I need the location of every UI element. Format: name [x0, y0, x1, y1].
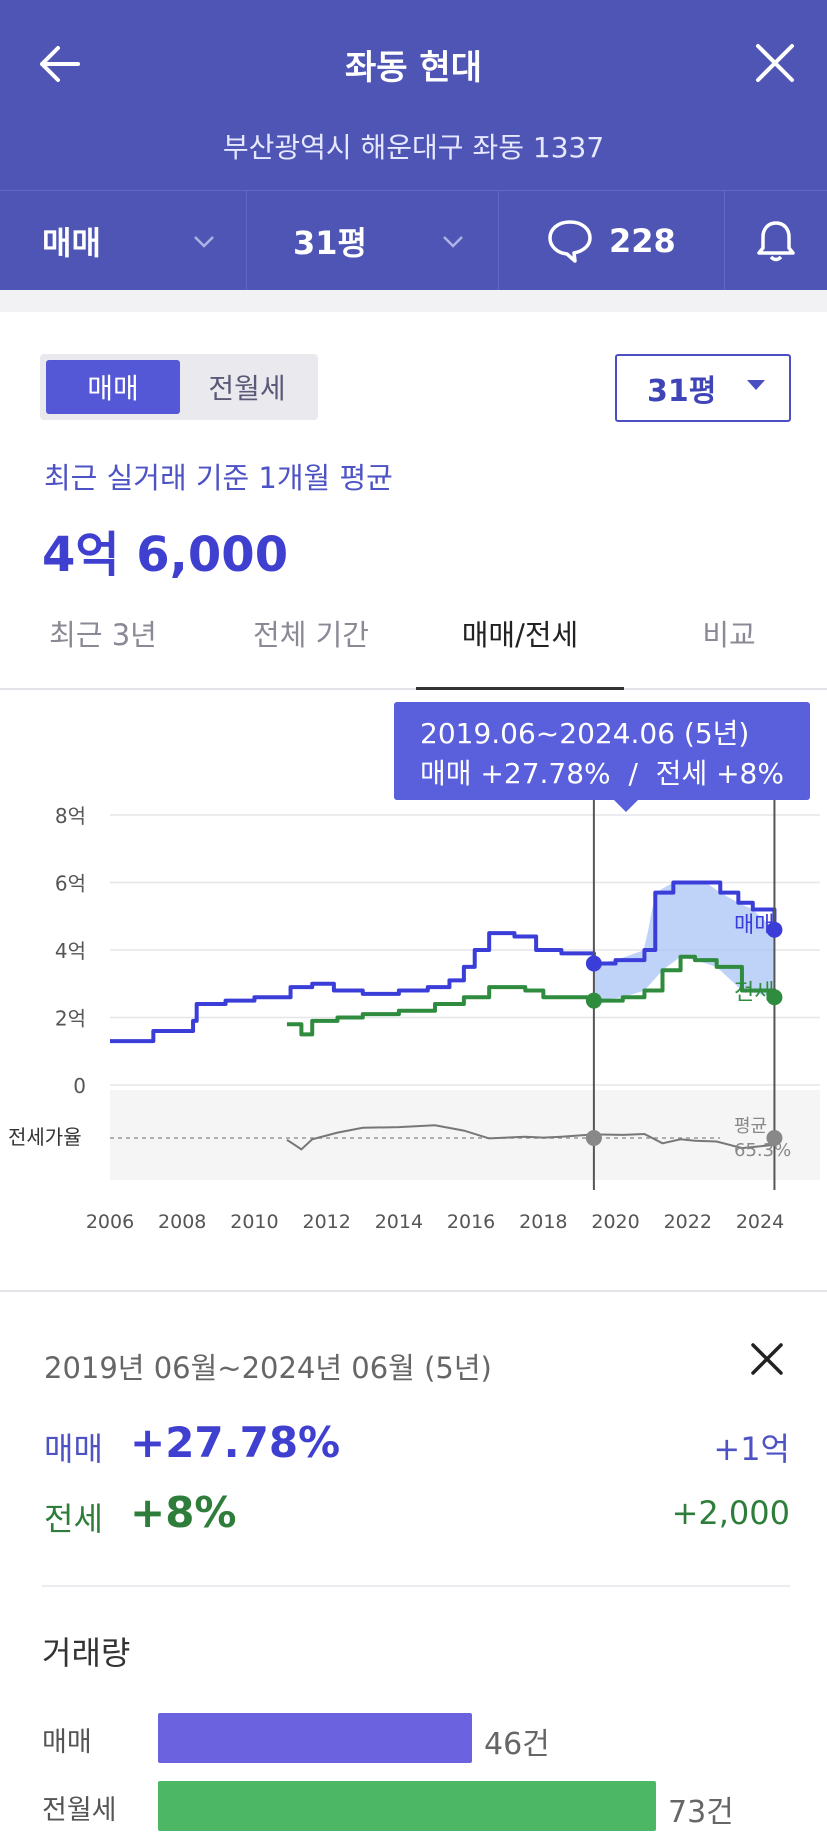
sale-label: 매매: [44, 1430, 103, 1468]
x-tick-label: 2012: [302, 1211, 350, 1233]
jeonse-label: 전세: [44, 1500, 103, 1538]
y-tick-label: 4억: [55, 939, 86, 963]
page-title: 좌동 현대: [345, 48, 482, 88]
bell-icon: [757, 221, 795, 262]
deal-toggle: 매매 전월세: [40, 354, 318, 420]
sale-point-marker: [766, 921, 783, 938]
size-dropdown[interactable]: 31평: [615, 354, 791, 422]
filter-bar: 매매 31평 228: [0, 190, 827, 291]
sale-pct: +27.78%: [130, 1418, 341, 1467]
series-line-jeonse: [286, 954, 777, 1037]
x-tick-label: 2022: [664, 1211, 712, 1233]
x-tick-label: 2020: [591, 1211, 639, 1233]
tab-all-period[interactable]: 전체 기간: [253, 618, 369, 652]
tab-compare[interactable]: 비교: [702, 618, 756, 652]
x-tick-label: 2014: [375, 1211, 423, 1233]
size-dropdown-value: 31평: [647, 374, 717, 409]
volume-count-rent: 73건: [668, 1795, 734, 1830]
close-button[interactable]: [752, 40, 802, 86]
tab-sale-jeonse[interactable]: 매매/전세: [416, 612, 624, 690]
jeonse-point-marker: [766, 989, 783, 1006]
jeonse-point-marker: [585, 992, 602, 1009]
series-label-sale: 매매: [734, 913, 774, 938]
period-tabs: 최근 3년 전체 기간 매매/전세 비교: [0, 600, 827, 690]
y-tick-label: 6억: [55, 872, 86, 896]
volume-bar-rent: [158, 1781, 656, 1831]
toggle-sale[interactable]: 매매: [46, 360, 180, 414]
chevron-down-icon: [443, 236, 463, 248]
jeonse-delta: +2,000: [671, 1494, 790, 1532]
series-line-sale: [110, 880, 777, 1044]
section-gap: [0, 290, 827, 312]
avg-price: 4억 6,000: [42, 527, 289, 583]
x-tick-label: 2018: [519, 1211, 567, 1233]
x-tick-label: 2024: [736, 1211, 784, 1233]
deal-type-label: 매매: [42, 224, 101, 262]
x-tick-label: 2016: [447, 1211, 495, 1233]
volume-label-rent: 전월세: [42, 1795, 117, 1826]
caret-down-icon: [747, 380, 765, 390]
avg-caption: 최근 실거래 기준 1개월 평균: [44, 461, 393, 495]
sale-delta: +1억: [713, 1430, 790, 1468]
tab-recent-3y[interactable]: 최근 3년: [49, 618, 157, 652]
close-icon: [751, 1343, 783, 1375]
series-label-jeonse: 전세: [734, 980, 774, 1005]
address: 부산광역시 해운대구 좌동 1337: [222, 131, 605, 164]
ratio-avg-value: 65.3%: [734, 1140, 791, 1161]
app-header: 좌동 현대 부산광역시 해운대구 좌동 1337 매매 31평 228: [0, 0, 827, 291]
chart-svg: 8억 6억 4억 2억 0 2006 2008 2010 2012 2014 2016 2018 20…: [8, 800, 820, 1233]
x-tick-label: 2010: [230, 1211, 278, 1233]
range-tooltip: 2019.06~2024.06 (5년) 매매 +27.78% / 전세 +8%: [394, 702, 810, 812]
volume-count-sale: 46건: [484, 1727, 550, 1762]
ratio-point-marker: [766, 1130, 783, 1146]
ratio-label: 전세가율: [8, 1125, 82, 1149]
speech-bubble-icon: [548, 220, 592, 263]
chevron-down-icon: [194, 236, 214, 248]
x-tick-label: 2008: [158, 1211, 206, 1233]
summary-range: 2019년 06월~2024년 06월 (5년): [44, 1351, 492, 1385]
size-filter-select[interactable]: 31평: [247, 191, 499, 291]
volume-title: 거래량: [42, 1634, 131, 1672]
volume-bar-sale: [158, 1713, 472, 1763]
notification-button[interactable]: [725, 191, 827, 291]
ratio-point-marker: [585, 1130, 602, 1146]
comments-button[interactable]: 228: [499, 191, 725, 291]
sale-point-marker: [585, 955, 602, 972]
range-area: [593, 882, 775, 1001]
arrow-left-icon: [40, 46, 80, 82]
jeonse-pct: +8%: [130, 1488, 237, 1537]
volume-label-sale: 매매: [42, 1727, 92, 1758]
tooltip-change: 매매 +27.78% / 전세 +8%: [420, 757, 784, 790]
deal-type-select[interactable]: 매매: [0, 191, 247, 291]
summary-close-button[interactable]: [744, 1336, 790, 1382]
y-tick-label: 2억: [55, 1007, 86, 1031]
toggle-rent[interactable]: 전월세: [208, 372, 286, 405]
comment-count: 228: [609, 222, 676, 260]
back-button[interactable]: [36, 42, 86, 86]
y-tick-label: 0: [73, 1074, 86, 1098]
x-tick-label: 2006: [86, 1211, 134, 1233]
ratio-line: [286, 1124, 775, 1151]
ratio-avg-label: 평균: [734, 1116, 767, 1137]
ratio-panel: [110, 1090, 820, 1180]
summary-divider: [42, 1585, 790, 1587]
tooltip-range: 2019.06~2024.06 (5년): [420, 717, 750, 750]
size-filter-label: 31평: [293, 224, 367, 262]
section-divider: [0, 1290, 827, 1292]
price-chart[interactable]: 8억 6억 4억 2억 0 2006 2008 2010 2012 2014 2016 2018 20…: [0, 690, 827, 1250]
y-tick-label: 8억: [55, 804, 86, 828]
close-icon: [756, 44, 794, 82]
